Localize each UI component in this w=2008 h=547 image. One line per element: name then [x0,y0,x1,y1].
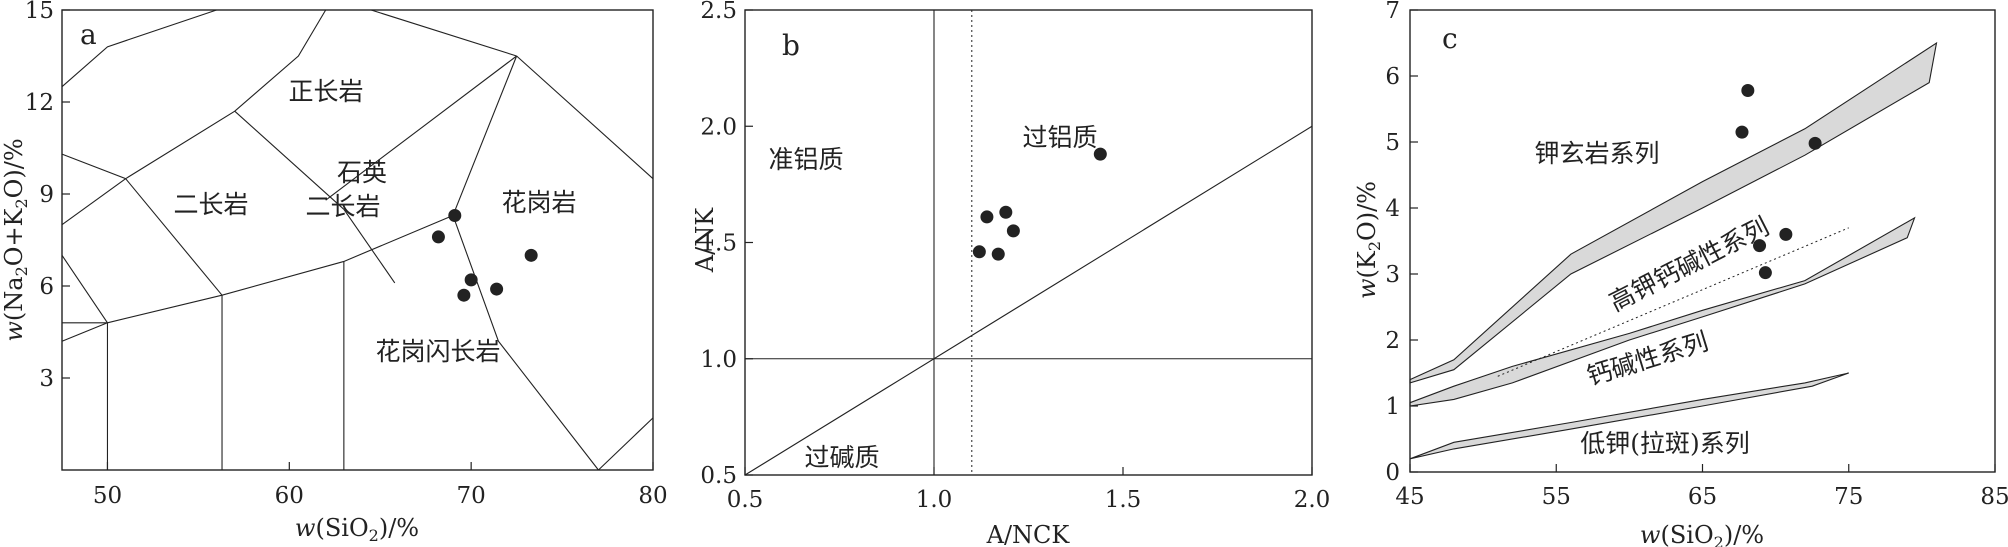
x-tick-label: 50 [93,483,122,509]
x-axis-title: A/NCK [986,521,1071,547]
y-tick-label: 7 [1385,0,1400,24]
field-label: 石英 [337,158,387,187]
field-label: 二长岩 [305,192,380,221]
x-tick-label: 75 [1834,484,1863,510]
sample-point [1006,224,1020,238]
field-label: 花岗闪长岩 [375,337,500,366]
x-axis-title: w(SiO2)/% [1640,521,1764,547]
y-tick-label: 4 [1385,196,1400,222]
x-tick-label: 55 [1542,484,1571,510]
field-boundary [452,55,518,216]
series-band [1409,216,1916,407]
sample-point [1779,227,1793,241]
y-tick-label: 2 [1385,328,1400,354]
field-boundary [234,110,345,210]
y-tick-label: 1.0 [700,347,737,373]
sample-point [457,288,471,302]
field-boundary [61,9,217,88]
field-label: 花岗岩 [501,188,576,217]
x-tick-label: 65 [1688,484,1717,510]
field-label: 过铝质 [1022,123,1097,152]
field-boundary [452,215,599,471]
sample-point [1735,125,1749,139]
y-tick-label: 6 [39,274,54,300]
sample-point [1758,266,1772,280]
y-tick-label: 3 [1385,262,1400,288]
y-tick-label: 9 [39,182,54,208]
y-tick-label: 2.5 [700,0,737,24]
sample-point [1808,136,1822,150]
x-tick-label: 70 [457,483,486,509]
y-axis-title: w(Na2O+K2O)/% [0,138,31,341]
plot-frame [744,9,1313,476]
panel-letter: b [782,29,800,62]
panel-c: 45 55 65 75 8501234567c钾玄岩系列高钾钙碱性系列钙碱性系列低钾(拉… [1353,0,2008,547]
y-tick-label: 6 [1385,64,1400,90]
field-label: 过碱质 [804,443,879,472]
sample-point [991,247,1005,261]
y-tick-label: 2.0 [700,114,737,140]
y-tick-label: 12 [25,90,54,116]
sample-point [1741,84,1755,98]
sample-point [999,205,1013,219]
y-axis-title: w(K2O)/% [1353,181,1384,299]
x-tick-label: 1.0 [916,487,953,513]
x-tick-label: 85 [1980,484,2008,510]
series-band [1409,41,1938,384]
boundary-line [744,125,1313,476]
x-tick-label: 1.5 [1105,487,1142,513]
sample-point [431,230,445,244]
field-boundary [516,55,654,180]
plot-frame [61,9,654,471]
sample-point [972,245,986,259]
y-axis-title: A/NK [691,207,719,273]
x-tick-label: 2.0 [1294,487,1331,513]
y-tick-label: 1 [1385,394,1400,420]
panel-letter: c [1442,22,1458,55]
field-boundary [343,209,396,284]
panel-letter: a [80,18,97,51]
field-label: 钾玄岩系列 [1534,139,1659,168]
x-axis-title: w(SiO2)/% [295,514,419,545]
field-label: 正长岩 [288,77,363,106]
field-boundary [125,178,223,296]
field-label: 钙碱性系列 [1583,327,1711,391]
field-boundary [61,322,108,342]
field-label: 准铝质 [768,145,843,174]
x-tick-label: 45 [1395,484,1424,510]
field-boundary [61,255,108,324]
field-boundary [370,9,517,57]
x-tick-label: 60 [275,483,304,509]
y-tick-label: 5 [1385,130,1400,156]
sample-point [980,210,994,224]
y-tick-label: 0.5 [700,463,737,489]
y-tick-label: 0 [1385,460,1400,486]
field-label: 低钾(拉斑)系列 [1580,429,1750,458]
sample-point [464,273,478,287]
sample-point [448,208,462,222]
y-tick-label: 1.5 [700,231,737,257]
field-boundary [61,178,126,226]
sample-point [1093,147,1107,161]
field-boundary [325,55,517,201]
field-boundary [598,417,654,471]
x-tick-label: 0.5 [727,487,764,513]
dotted-line [1497,227,1849,377]
field-boundary [107,214,454,324]
field-boundary [61,9,327,180]
sample-point [490,282,504,296]
field-label: 二长岩 [173,190,248,219]
series-band [1409,372,1849,460]
y-tick-label: 15 [25,0,54,24]
sample-point [524,248,538,262]
sample-point [1753,239,1767,253]
y-tick-label: 3 [39,366,54,392]
x-tick-label: 80 [638,483,667,509]
